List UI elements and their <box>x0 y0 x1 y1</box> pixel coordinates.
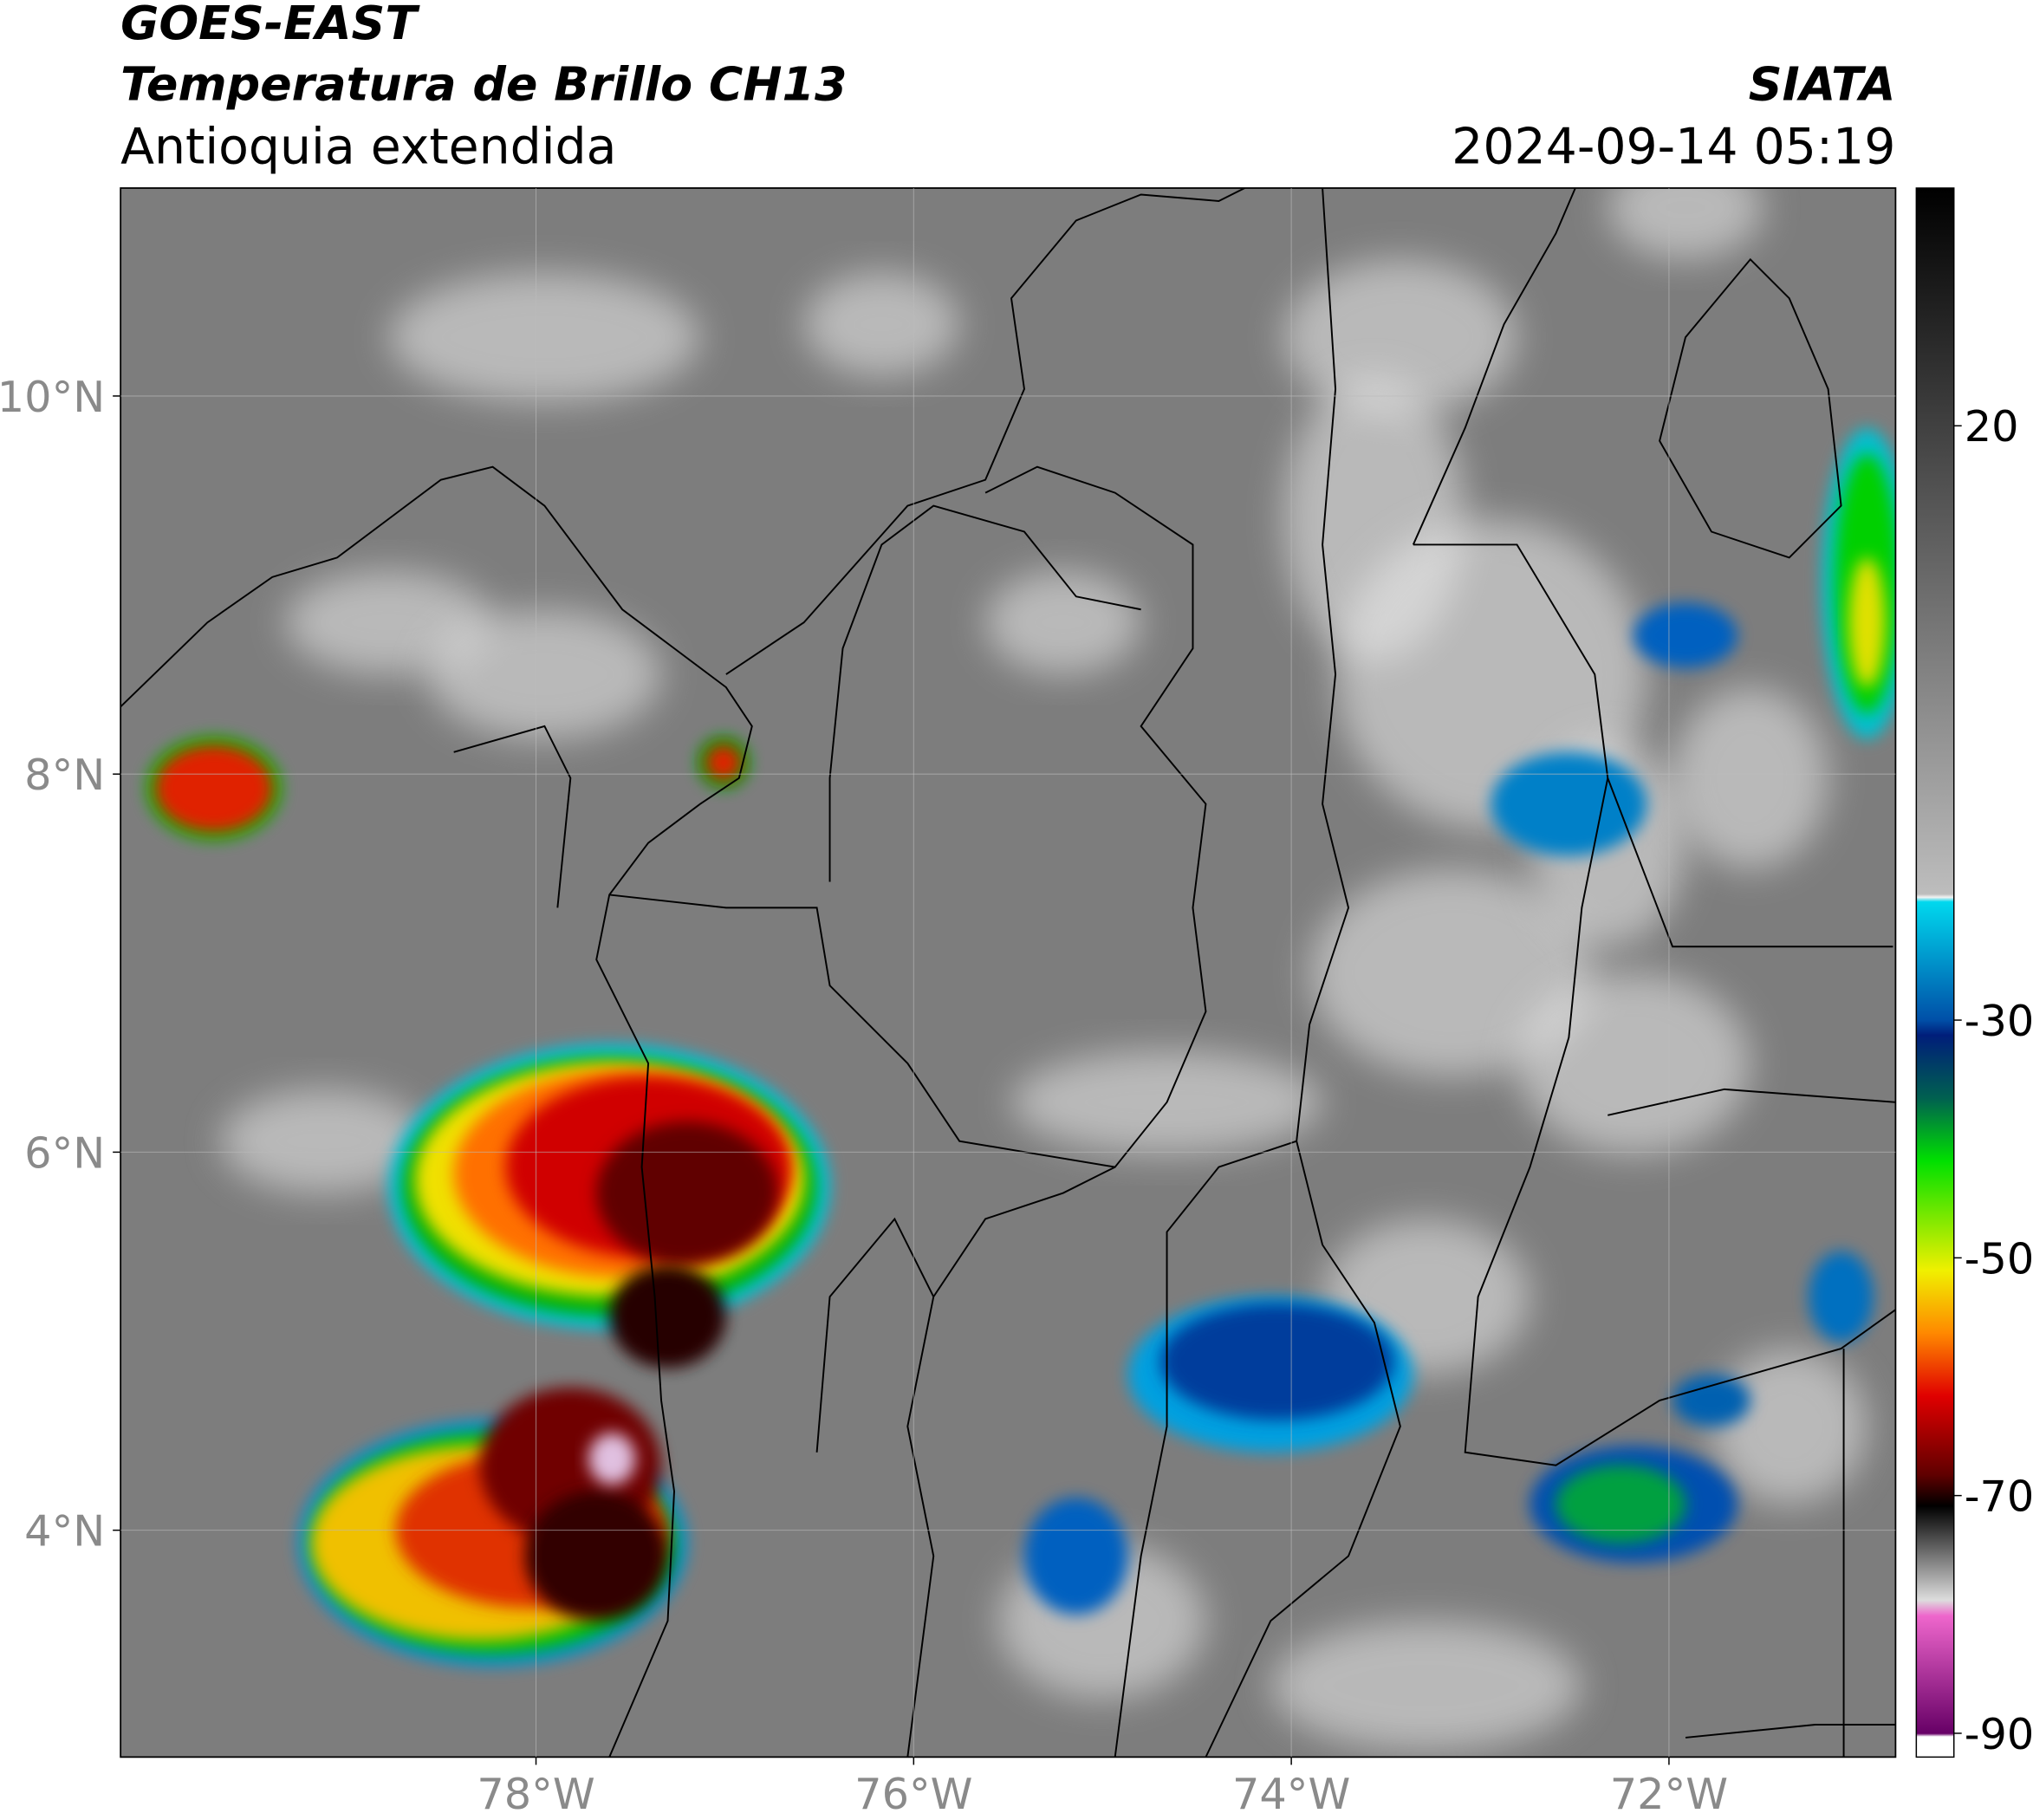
satellite-imagery <box>120 188 1896 1758</box>
border <box>609 465 1207 1168</box>
colorbar-tick-label: -90 <box>1965 1709 2033 1759</box>
borders <box>120 188 1896 1758</box>
cloud <box>803 272 960 376</box>
coastline <box>120 465 753 1758</box>
border <box>453 725 572 908</box>
cloud-top <box>1160 1303 1394 1420</box>
border <box>828 504 1141 882</box>
cloud <box>1283 259 1517 415</box>
border <box>1608 1088 1896 1116</box>
colorbar <box>1915 187 1955 1758</box>
subtitle: Temperatura de Brillo CH13 <box>120 56 847 111</box>
cloud <box>427 609 662 739</box>
cloud-top <box>609 1264 726 1368</box>
colorbar-tick-label: -50 <box>1965 1233 2033 1284</box>
border <box>1413 543 1893 948</box>
y-tick-label: 10°N <box>0 372 105 422</box>
cloud <box>1270 1621 1582 1751</box>
title: GOES-EAST <box>120 0 420 50</box>
cloud <box>985 570 1141 675</box>
timestamp: 2024-09-14 05:19 <box>1452 119 1895 176</box>
cloud-top <box>1556 1465 1686 1544</box>
border <box>1685 1723 1896 1739</box>
cloud-top <box>596 1121 778 1264</box>
cloud-top <box>1673 1375 1750 1427</box>
y-tick-label: 6°N <box>24 1128 105 1178</box>
cloud <box>1517 972 1750 1154</box>
cloud-top <box>705 744 742 781</box>
cloud-top <box>154 744 274 833</box>
cloud-top <box>1023 1498 1128 1615</box>
region: Antioquia extendida <box>120 119 616 176</box>
colorbar-tick-label: -70 <box>1965 1472 2033 1522</box>
cloud <box>1608 188 1763 260</box>
border <box>1114 1140 1297 1758</box>
border <box>1205 188 1401 1758</box>
y-tick-label: 8°N <box>24 750 105 800</box>
cloud <box>388 272 700 402</box>
cloud-top <box>1809 1251 1874 1342</box>
cloud-top <box>524 1491 668 1622</box>
cloud-top <box>1634 602 1737 668</box>
cloud <box>1711 1349 1867 1505</box>
cloud <box>1309 868 1595 1076</box>
source: SIATA <box>1749 56 1896 111</box>
border <box>1464 777 1896 1466</box>
map-frame <box>120 187 1897 1758</box>
cloud-top <box>588 1433 636 1485</box>
cloud-top <box>1848 557 1886 688</box>
y-tick-label: 4°N <box>24 1506 105 1557</box>
coastline <box>725 188 1245 675</box>
colorbar-tick-label: -30 <box>1965 996 2033 1046</box>
colorbar-tick-label: 20 <box>1965 401 2019 452</box>
cloud <box>1673 687 1828 869</box>
cloud-top <box>1491 751 1647 856</box>
cloud <box>220 1089 428 1193</box>
x-tick-label: 72°W <box>1610 1769 1728 1819</box>
coastline <box>1659 257 1842 559</box>
x-tick-label: 78°W <box>477 1769 594 1819</box>
x-tick-label: 76°W <box>854 1769 972 1819</box>
coastline <box>1412 188 1576 545</box>
x-tick-label: 74°W <box>1232 1769 1350 1819</box>
